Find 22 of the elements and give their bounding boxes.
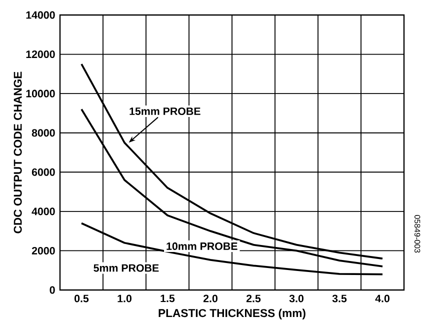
y-tick-label: 4000 [32,208,55,216]
x-axis-title: PLASTIC THICKNESS (mm) [158,308,306,320]
series-label: 15mm PROBE [130,107,200,116]
x-tick-label: 2.0 [203,294,218,302]
y-axis-title: CDC OUTPUT CODE CHANGE [14,72,22,234]
y-tick-label: 8000 [32,129,55,137]
y-tick-label: 0 [50,286,55,294]
y-tick-label: 6000 [32,168,55,176]
x-tick-label: 1.5 [160,294,175,302]
text: 05849-003 [414,215,420,253]
y-tick-label: 2000 [32,246,55,254]
x-tick-label: 0.5 [74,294,89,302]
x-tick-label: 4.0 [375,294,390,302]
y-tick-label: 12000 [26,50,55,58]
series-label: 10mm PROBE [166,242,238,250]
y-tick-label: 10000 [26,90,55,98]
x-tick-label: 3.5 [332,294,347,302]
y-tick-label: 14000 [26,11,55,19]
series-label: 5mm PROBE [94,264,159,272]
x-tick-label: 2.5 [246,294,261,302]
x-tick-label: 3.0 [289,294,304,302]
x-tick-label: 1.0 [118,294,132,302]
